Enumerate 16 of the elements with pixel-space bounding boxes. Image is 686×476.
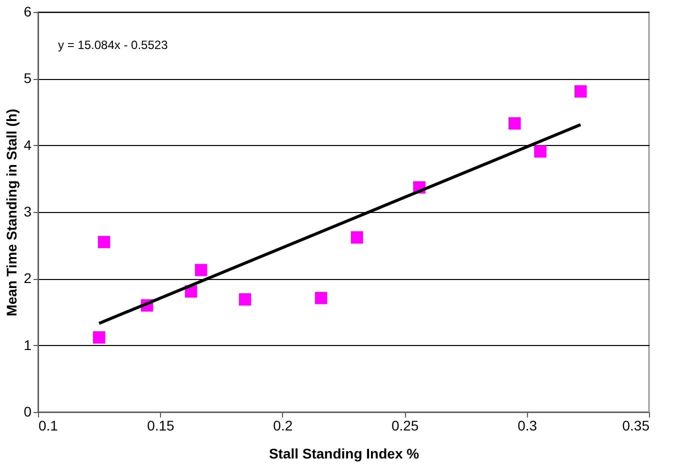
y-tick-label: 1 <box>24 336 32 353</box>
y-tick-label: 3 <box>24 204 32 220</box>
x-tick-label: 0.3 <box>518 418 538 434</box>
x-tick-label: 0.15 <box>147 418 175 434</box>
y-tick-label: 5 <box>24 70 32 86</box>
x-tick-label: 0.2 <box>273 418 293 434</box>
x-tick-label: 0.25 <box>391 418 419 434</box>
y-tick-label: 0 <box>24 404 32 420</box>
y-tick-label: 4 <box>24 136 32 153</box>
x-tick-label: 0.1 <box>38 418 58 434</box>
x-axis-title: Stall Standing Index % <box>268 446 420 462</box>
x-tick-label: 0.35 <box>622 418 650 434</box>
y-tick-label: 6 <box>24 4 32 20</box>
y-axis-title: Mean Time Standing in Stall (h) <box>4 108 20 316</box>
annotation: y = 15.084x - 0.5523 <box>58 38 168 52</box>
y-tick-label: 2 <box>24 270 32 286</box>
